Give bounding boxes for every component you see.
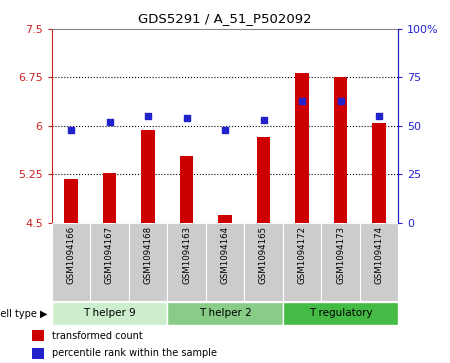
Text: GSM1094173: GSM1094173 bbox=[336, 226, 345, 284]
Point bbox=[68, 127, 75, 132]
Bar bbox=[321, 223, 360, 301]
Bar bbox=[180, 156, 193, 223]
Text: percentile rank within the sample: percentile rank within the sample bbox=[52, 348, 217, 358]
Bar bbox=[295, 73, 309, 223]
Bar bbox=[360, 223, 398, 301]
Text: GSM1094172: GSM1094172 bbox=[297, 226, 306, 284]
Bar bbox=[244, 223, 283, 301]
Bar bbox=[52, 223, 90, 301]
Bar bbox=[64, 179, 78, 223]
Bar bbox=[206, 223, 244, 301]
Text: GSM1094168: GSM1094168 bbox=[144, 226, 153, 284]
Bar bbox=[218, 215, 232, 223]
Text: GSM1094174: GSM1094174 bbox=[374, 226, 383, 284]
Bar bbox=[257, 137, 270, 223]
Text: T helper 2: T helper 2 bbox=[198, 308, 252, 318]
Text: GSM1094164: GSM1094164 bbox=[220, 226, 230, 284]
Bar bbox=[167, 223, 206, 301]
Text: GSM1094167: GSM1094167 bbox=[105, 226, 114, 284]
Text: GSM1094165: GSM1094165 bbox=[259, 226, 268, 284]
Text: cell type ▶: cell type ▶ bbox=[0, 309, 47, 319]
Text: T helper 9: T helper 9 bbox=[83, 308, 136, 318]
Text: GSM1094163: GSM1094163 bbox=[182, 226, 191, 284]
Bar bbox=[167, 302, 283, 325]
Bar bbox=[52, 302, 167, 325]
Point bbox=[375, 113, 382, 119]
Bar bbox=[32, 330, 44, 341]
Bar bbox=[141, 130, 155, 223]
Point bbox=[106, 119, 113, 125]
Point bbox=[298, 98, 306, 103]
Title: GDS5291 / A_51_P502092: GDS5291 / A_51_P502092 bbox=[138, 12, 312, 25]
Bar bbox=[129, 223, 167, 301]
Bar bbox=[283, 223, 321, 301]
Bar bbox=[372, 123, 386, 223]
Bar bbox=[334, 77, 347, 223]
Point bbox=[260, 117, 267, 123]
Text: transformed count: transformed count bbox=[52, 331, 143, 341]
Point bbox=[337, 98, 344, 103]
Text: GSM1094166: GSM1094166 bbox=[67, 226, 76, 284]
Point bbox=[144, 113, 152, 119]
Point bbox=[221, 127, 229, 132]
Bar bbox=[103, 173, 116, 223]
Bar bbox=[283, 302, 398, 325]
Text: T regulatory: T regulatory bbox=[309, 308, 372, 318]
Bar bbox=[90, 223, 129, 301]
Bar bbox=[32, 348, 44, 359]
Point bbox=[183, 115, 190, 121]
